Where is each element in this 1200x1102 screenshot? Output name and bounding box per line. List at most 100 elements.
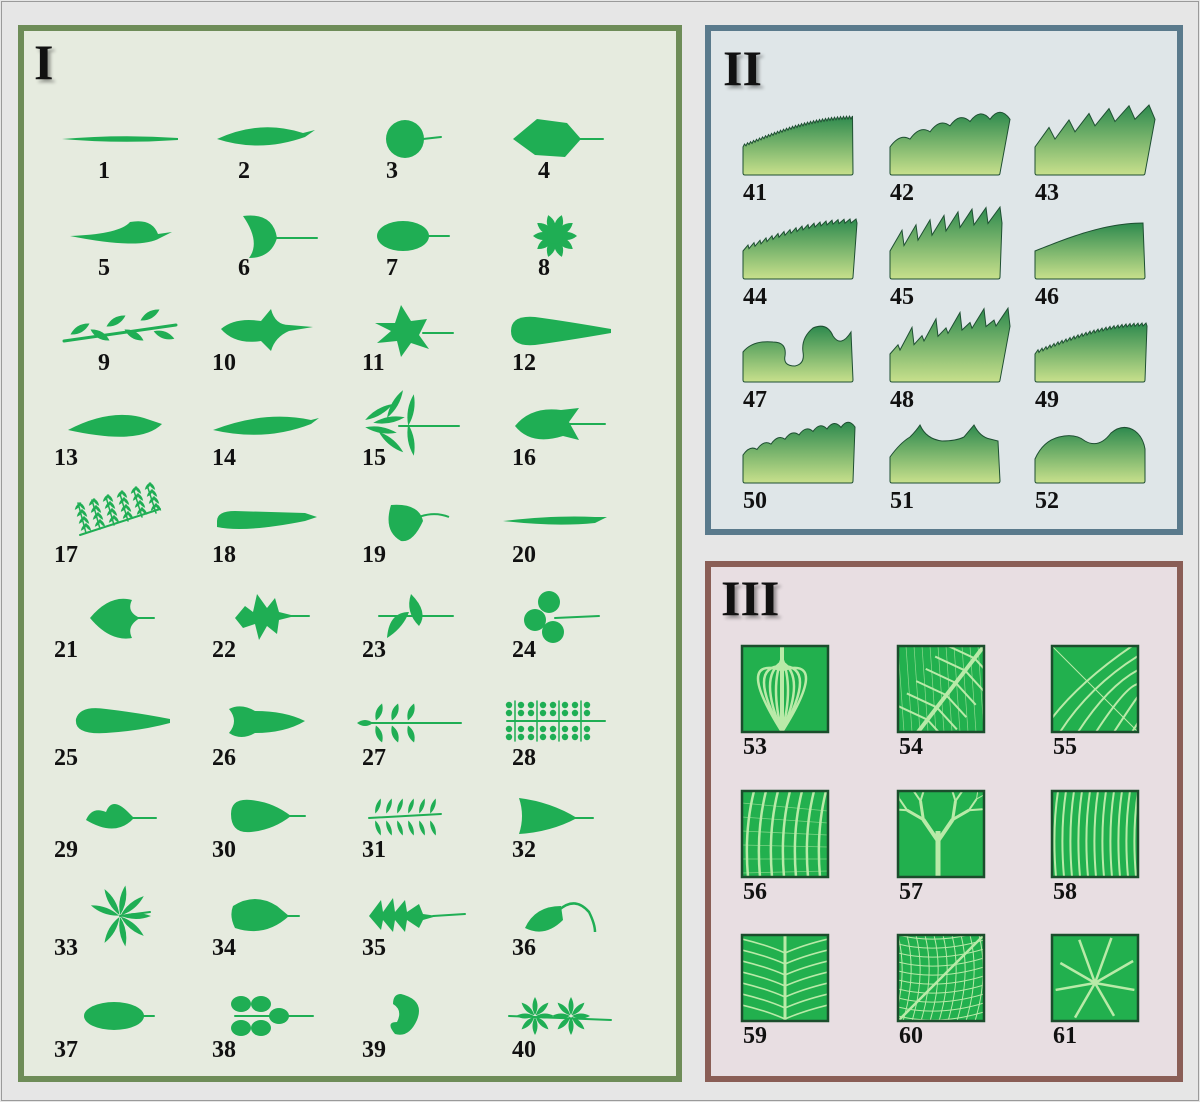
figure-number: 8 (538, 255, 550, 281)
figure-number: 44 (743, 284, 767, 310)
figure-number: 53 (743, 734, 767, 760)
figure-number: 20 (512, 542, 536, 568)
figure-number: 3 (386, 158, 398, 184)
linear-leaf-icon (217, 511, 317, 529)
figure-number: 39 (362, 1037, 386, 1063)
runcinate-leaf-icon (369, 898, 466, 932)
figure-number: 22 (212, 637, 236, 663)
flabellate-leaf-icon (243, 215, 318, 258)
pinnate-alternate-leaf-icon (62, 309, 178, 343)
figure-number: 24 (512, 637, 536, 663)
figure-number: 50 (743, 488, 767, 514)
figure-number: 14 (212, 445, 236, 471)
acuminate-tail-leaf-icon (525, 902, 597, 933)
undulate-margin-icon (1034, 427, 1146, 484)
dichotomous-venation-icon (896, 789, 986, 879)
peltate-leaf-icon (388, 504, 450, 542)
figure-number: 6 (238, 255, 250, 281)
perfoliate-leaf-icon (378, 594, 454, 638)
reticulate-venation-icon (896, 933, 986, 1023)
figure-number: 1 (98, 158, 110, 184)
figure-number: 5 (98, 255, 110, 281)
hastate-leaf-icon (221, 309, 313, 351)
lanceolate-leaf-icon (217, 127, 315, 146)
pinnate-reticulate-venation-icon (896, 644, 986, 734)
ternate-pairs-leaf-icon (231, 996, 314, 1036)
deltoid-leaf-icon (86, 804, 157, 829)
figure-number: 49 (1035, 387, 1059, 413)
panel-leaf-venation: III 53 54 55 56 57 58 59 60 61 (705, 561, 1183, 1082)
oval-leaf-icon (84, 1002, 155, 1030)
figure-number: 4 (538, 158, 550, 184)
elliptic-leaf-icon (377, 221, 450, 251)
figure-number: 47 (743, 387, 767, 413)
figure-number: 9 (98, 350, 110, 376)
palmate-compound-leaf-icon (365, 390, 460, 456)
figure-number: 57 (899, 879, 923, 905)
figure-number: 27 (362, 745, 386, 771)
panel-title: I (34, 34, 54, 90)
serrulate-margin-icon (742, 218, 858, 280)
pinnate-venation-icon (740, 933, 830, 1023)
rosette-leaf-icon (533, 215, 577, 257)
palmate-whorls-leaf-icon (508, 997, 612, 1035)
ovate-leaf-icon (68, 414, 162, 437)
figure-number: 33 (54, 935, 78, 961)
longitudinal-venation-icon (740, 789, 830, 879)
palmate-lobed-leaf-icon (375, 305, 454, 357)
trifoliate-leaf-icon (524, 591, 600, 643)
figure-number: 54 (899, 734, 923, 760)
figure-number: 41 (743, 180, 767, 206)
obovate-leaf-icon (231, 799, 306, 833)
needle-leaf-icon (62, 136, 178, 142)
parallel-venation-icon (1050, 789, 1140, 879)
figure-number: 34 (212, 935, 236, 961)
panel-leaf-shapes: I 1 2 3 4 5 6 7 8 9 10 11 12 13 14 15 16 17 18 19 20 21 22 23 2… (18, 25, 682, 1082)
palmate-venation-icon (1050, 933, 1140, 1023)
crenate-margin-icon (889, 111, 1011, 176)
doubly-serrate-margin-icon (889, 306, 1011, 383)
figure-number: 28 (512, 745, 536, 771)
figure-number: 21 (54, 637, 78, 663)
figure-number: 23 (362, 637, 386, 663)
panel-leaf-margins: II 41 42 43 44 45 46 47 48 49 50 51 52 (705, 25, 1183, 535)
figure-number: 29 (54, 837, 78, 863)
figure-number: 15 (362, 445, 386, 471)
figure-number: 59 (743, 1023, 767, 1049)
figure-number: 61 (1053, 1023, 1077, 1049)
figure-number: 26 (212, 745, 236, 771)
ciliate-margin-icon (742, 114, 854, 176)
denticulate-margin-icon (1034, 322, 1148, 383)
cross-venation-icon (1050, 644, 1140, 734)
oblanceolate-leaf-icon (75, 708, 170, 734)
pinnate-opposite-leaf-icon (357, 703, 462, 743)
figure-number: 58 (1053, 879, 1077, 905)
truncate-leaf-icon (519, 798, 594, 834)
serrate-margin-icon (889, 205, 1003, 280)
figure-number: 30 (212, 837, 236, 863)
entire-margin-icon (1034, 222, 1146, 280)
figure-number: 17 (54, 542, 78, 568)
figure-number: 37 (54, 1037, 78, 1063)
tripinnate-leaf-icon (505, 700, 606, 742)
figure-number: 60 (899, 1023, 923, 1049)
figure-number: 19 (362, 542, 386, 568)
sagittate-leaf-icon (515, 408, 606, 440)
figure-number: 12 (512, 350, 536, 376)
figure-number: 16 (512, 445, 536, 471)
figure-number: 43 (1035, 180, 1059, 206)
pinnatifid-leaf-icon (235, 594, 310, 640)
bipinnate-leaf-icon (74, 482, 162, 536)
figure-number: 52 (1035, 488, 1059, 514)
spatulate-leaf-icon (511, 316, 611, 346)
figure-number: 13 (54, 445, 78, 471)
palmate-digitate-leaf-icon (90, 885, 151, 947)
reniform-base-leaf-icon (229, 706, 305, 737)
figure-number: 36 (512, 935, 536, 961)
panel-title: III (721, 570, 780, 626)
lanceolate-narrow-leaf-icon (213, 416, 319, 435)
figure-number: 11 (362, 350, 385, 376)
figure-number: 25 (54, 745, 78, 771)
figure-number: 48 (890, 387, 914, 413)
